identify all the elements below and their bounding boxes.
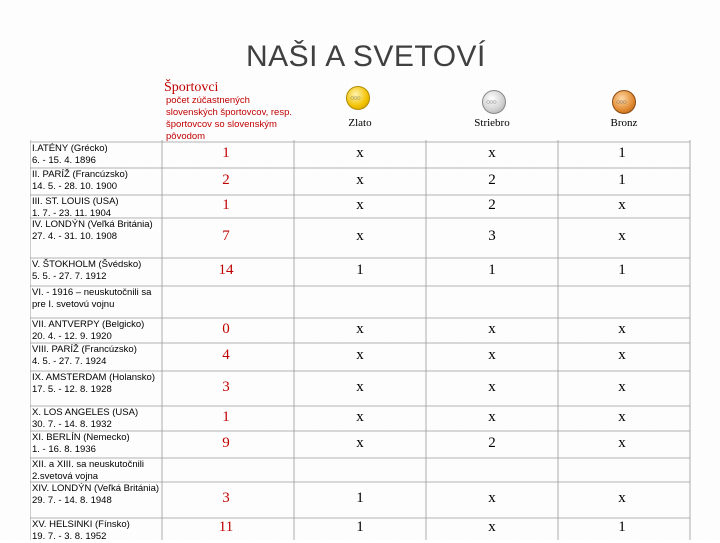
row-gold-cell: 1 xyxy=(356,519,364,535)
row-silver-cell: x xyxy=(488,320,496,337)
row-count-cell: 1 xyxy=(222,196,230,213)
row-bronze-cell: 1 xyxy=(618,262,626,278)
row-gold-cell: x xyxy=(356,171,364,188)
row-gold-cell: x xyxy=(356,347,364,363)
row-count-cell: 7 xyxy=(222,228,230,244)
row-silver-cell: 2 xyxy=(488,196,496,213)
row-count-cell: 9 xyxy=(222,434,230,451)
row-count-cell: 0 xyxy=(222,320,230,337)
row-games-label: VI. - 1916 – neuskutočnili sa pre I. sve… xyxy=(32,287,152,310)
row-bronze-cell: x xyxy=(618,490,626,506)
row-games-label: VII. ANTVERPY (Belgicko) 20. 4. - 12. 9.… xyxy=(32,319,145,342)
row-gold-cell: x xyxy=(356,408,364,425)
row-games-label: XIV. LONDÝN (Veľká Británia) 29. 7. - 14… xyxy=(32,483,160,506)
page-title: NAŠI A SVETOVÍ xyxy=(246,40,486,73)
row-gold-cell: x xyxy=(356,145,364,161)
row-silver-cell: x xyxy=(488,347,496,363)
row-games-label: I.ATÉNY (Grécko) 6. - 15. 4. 1896 xyxy=(32,143,108,166)
silver-medal-icon: ○○○ xyxy=(482,90,506,114)
row-count-cell: 11 xyxy=(218,519,234,535)
row-gold-cell: x xyxy=(356,228,364,244)
row-bronze-cell: x xyxy=(618,228,626,244)
medal-table: Športovci počet zúčastnených slovenských… xyxy=(30,80,710,542)
row-bronze-cell: x xyxy=(618,378,626,395)
row-count-cell: 1 xyxy=(222,145,230,161)
row-bronze-cell: 1 xyxy=(618,145,626,161)
gold-medal-icon: ○○○ xyxy=(346,86,370,110)
row-count-cell: 2 xyxy=(222,171,230,188)
row-bronze-cell: x xyxy=(618,320,626,337)
row-bronze-cell: 1 xyxy=(618,519,626,535)
row-games-label: X. LOS ANGELES (USA) 30. 7. - 14. 8. 193… xyxy=(32,407,139,430)
row-gold-cell: x xyxy=(356,320,364,337)
row-silver-cell: 2 xyxy=(488,171,496,188)
row-bronze-cell: x xyxy=(618,347,626,363)
row-count-cell: 4 xyxy=(222,347,230,363)
header-zlato: Zlato xyxy=(348,117,372,129)
row-games-label: III. ST. LOUIS (USA) 1. 7. - 23. 11. 190… xyxy=(32,196,119,219)
bronze-medal-icon: ○○○ xyxy=(612,90,636,114)
row-games-label: II. PARÍŽ (Francúzsko) 14. 5. - 28. 10. … xyxy=(32,169,128,192)
table-grid xyxy=(30,140,691,540)
row-silver-cell: x xyxy=(488,145,496,161)
row-silver-cell: x xyxy=(488,490,496,506)
row-gold-cell: x xyxy=(356,196,364,213)
row-gold-cell: 1 xyxy=(356,490,364,506)
row-games-label: XI. BERLÍN (Nemecko) 1. - 16. 8. 1936 xyxy=(32,432,130,455)
row-count-cell: 3 xyxy=(222,378,230,395)
row-silver-cell: x xyxy=(488,519,496,535)
row-bronze-cell: x xyxy=(618,408,626,425)
row-silver-cell: 2 xyxy=(488,434,496,451)
header-sportovci: Športovci xyxy=(164,80,219,95)
row-games-label: XV. HELSINKI (Fínsko) 19. 7. - 3. 8. 195… xyxy=(32,519,130,542)
row-gold-cell: x xyxy=(356,434,364,451)
row-count-cell: 3 xyxy=(222,490,230,506)
row-gold-cell: 1 xyxy=(356,262,364,278)
row-games-label: IV. LONDÝN (Veľká Británia) 27. 4. - 31.… xyxy=(32,219,153,242)
row-silver-cell: 3 xyxy=(488,228,496,244)
row-silver-cell: x xyxy=(488,408,496,425)
header-pocet: počet zúčastnených slovenských športovco… xyxy=(166,95,293,142)
row-count-cell: 14 xyxy=(218,262,234,278)
header-bronz: Bronz xyxy=(610,117,638,129)
row-games-label: VIII. PARÍŽ (Francúzsko) 4. 5. - 27. 7. … xyxy=(32,344,137,367)
row-games-label: IX. AMSTERDAM (Holansko) 17. 5. - 12. 8.… xyxy=(32,372,155,395)
row-bronze-cell: x xyxy=(618,196,626,213)
row-games-label: XII. a XIII. sa neuskutočnili 2.svetová … xyxy=(32,459,144,482)
row-gold-cell: x xyxy=(356,378,364,395)
header-striebro: Striebro xyxy=(474,117,510,129)
row-count-cell: 1 xyxy=(222,408,230,425)
row-silver-cell: x xyxy=(488,378,496,395)
row-silver-cell: 1 xyxy=(488,262,496,278)
row-games-label: V. ŠTOKHOLM (Švédsko) 5. 5. - 27. 7. 191… xyxy=(32,259,142,282)
row-bronze-cell: 1 xyxy=(618,171,626,188)
row-bronze-cell: x xyxy=(618,434,626,451)
